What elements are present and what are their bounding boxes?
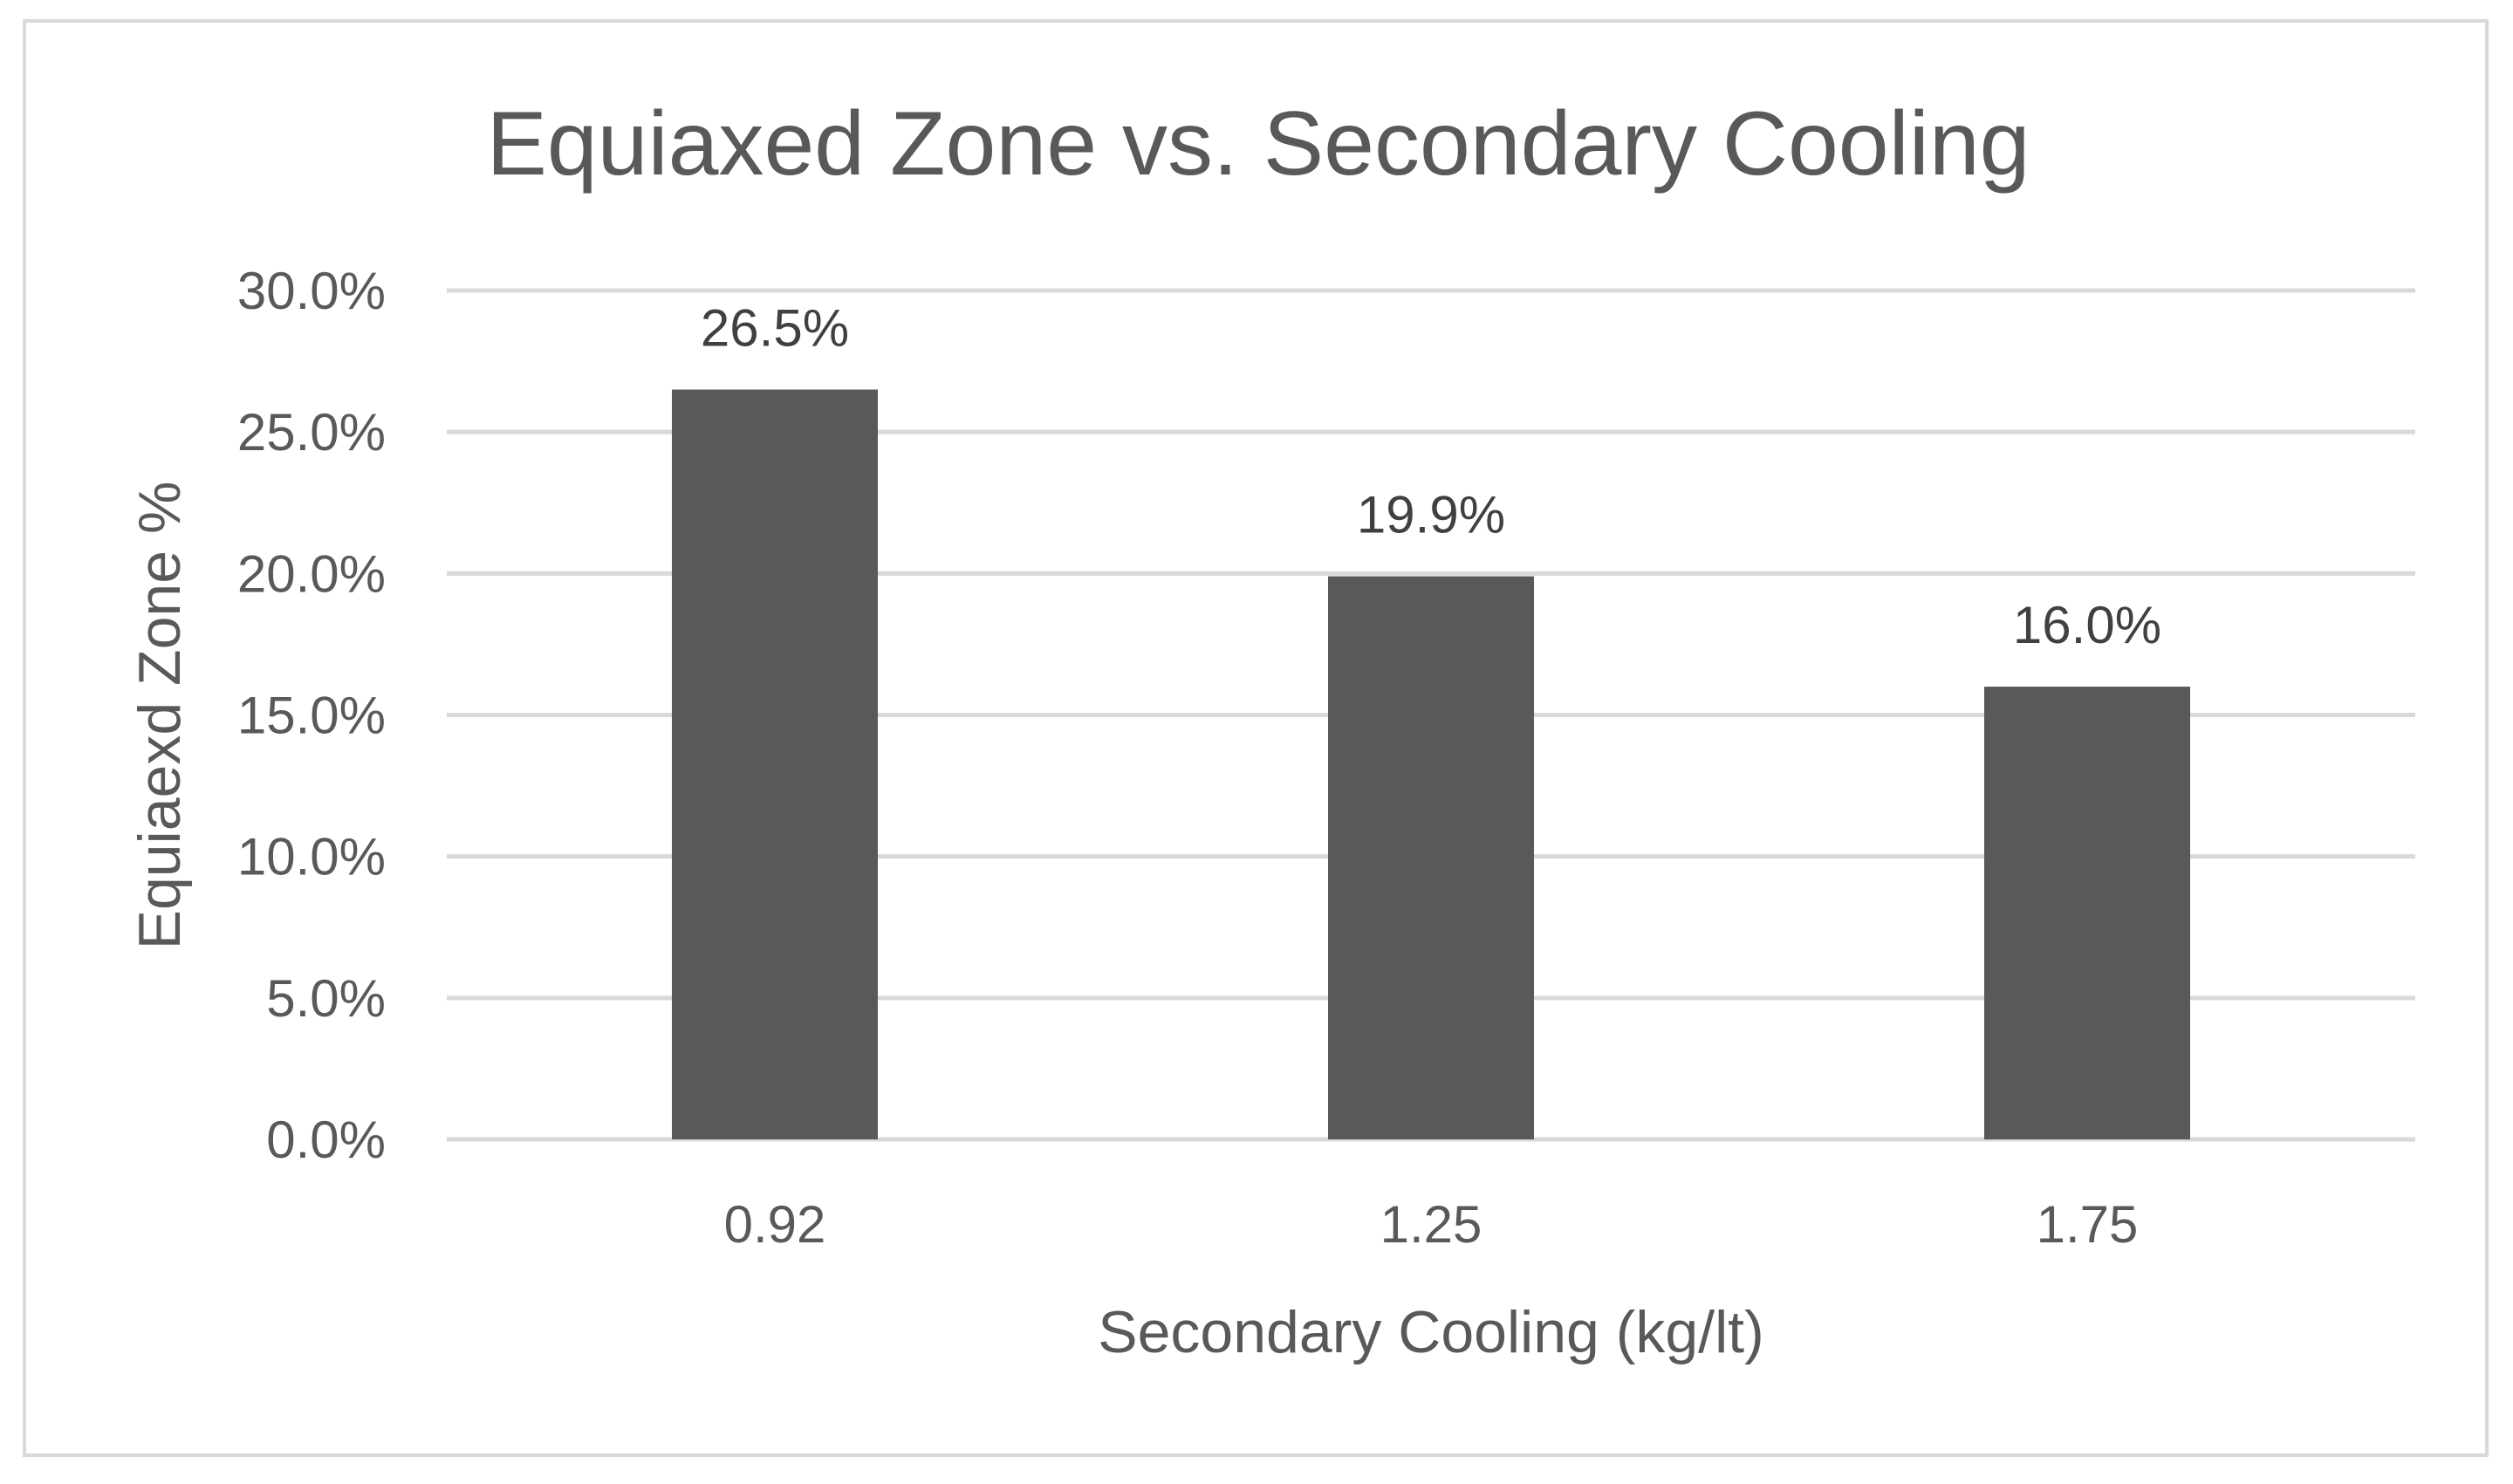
x-tick-label: 1.75: [2037, 1195, 2139, 1254]
y-axis-title: Equiaexd Zone %: [127, 482, 193, 950]
bars: [672, 389, 2190, 1139]
x-tick-label: 1.25: [1380, 1195, 1482, 1254]
y-tick-label: 5.0%: [266, 969, 386, 1028]
y-tick-label: 10.0%: [237, 828, 386, 886]
bar-1.75: [1984, 687, 2190, 1139]
y-tick-label: 25.0%: [237, 403, 386, 462]
y-tick-label: 0.0%: [266, 1111, 386, 1169]
x-axis-ticks: 0.92 1.25 1.75: [724, 1195, 2139, 1254]
data-labels: 26.5% 19.9% 16.0%: [701, 299, 2161, 655]
bar-1.25: [1328, 576, 1534, 1139]
y-axis-ticks: 0.0% 5.0% 10.0% 15.0% 20.0% 25.0% 30.0%: [237, 262, 386, 1169]
data-label: 16.0%: [2013, 596, 2161, 654]
y-tick-label: 20.0%: [237, 544, 386, 603]
data-label: 19.9%: [1357, 486, 1505, 544]
x-axis-title: Secondary Cooling (kg/lt): [1098, 1299, 1763, 1365]
x-tick-label: 0.92: [724, 1195, 826, 1254]
bar-0.92: [672, 389, 878, 1139]
y-tick-label: 15.0%: [237, 687, 386, 745]
y-tick-label: 30.0%: [237, 262, 386, 320]
data-label: 26.5%: [701, 299, 849, 358]
chart-title: Equiaxed Zone vs. Secondary Cooling: [486, 93, 2030, 195]
